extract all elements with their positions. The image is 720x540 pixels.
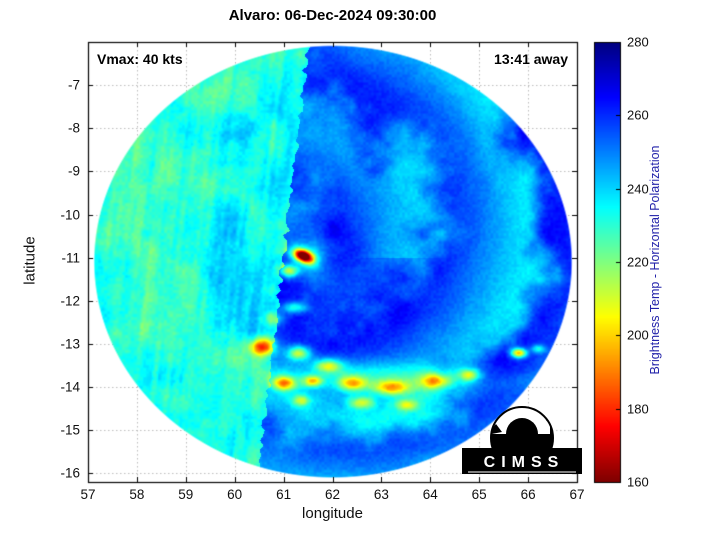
x-tick-label: 62	[324, 487, 341, 502]
cimss-logo: CIMSS	[462, 406, 582, 474]
vmax-annotation: Vmax: 40 kts	[97, 51, 183, 67]
y-tick-label: -14	[60, 379, 80, 395]
colorbar-tick-label: 160	[627, 474, 649, 490]
satellite-dish-icon	[491, 424, 502, 435]
logo-banner	[462, 448, 582, 474]
x-tick-label: 59	[178, 487, 194, 502]
chart-title: Alvaro: 06-Dec-2024 09:30:00	[228, 7, 437, 24]
y-tick-label: -10	[60, 207, 80, 223]
y-tick-label: -8	[67, 120, 80, 136]
time-offset-annotation: 13:41 away	[494, 51, 568, 67]
x-tick-label: 67	[569, 487, 585, 502]
y-tick-label: -12	[60, 293, 80, 309]
x-tick-label: 58	[129, 487, 145, 502]
colorbar-tick-label: 200	[627, 327, 649, 343]
colorbar-tick-label: 180	[627, 401, 649, 417]
x-tick-label: 66	[520, 487, 536, 502]
x-tick-label: 64	[422, 487, 438, 502]
y-tick-label: -16	[60, 465, 80, 481]
y-tick-label: -13	[60, 336, 80, 352]
x-tick-label: 61	[276, 487, 292, 502]
logo-text: CIMSS	[484, 454, 565, 471]
y-tick-label: -15	[60, 422, 80, 438]
colorbar-tick-label: 220	[627, 254, 649, 270]
y-tick-label: -7	[67, 77, 80, 93]
x-axis-label: longitude	[302, 505, 363, 522]
y-tick-label: -11	[61, 250, 80, 266]
x-tick-label: 60	[227, 487, 243, 502]
tower-tank-icon	[545, 413, 553, 423]
y-tick-label: -9	[67, 163, 80, 179]
x-tick-label: 57	[80, 487, 96, 502]
x-tick-label: 65	[471, 487, 487, 502]
colorbar-tick-label: 260	[627, 107, 649, 123]
colorbar-tick-label: 280	[627, 34, 649, 50]
colorbar-tick-label: 240	[627, 181, 649, 197]
colorbar-label: Brightness Temp - Horizontal Polarizatio…	[648, 145, 662, 375]
x-tick-label: 63	[373, 487, 389, 502]
observatory-dome-icon	[506, 418, 538, 434]
